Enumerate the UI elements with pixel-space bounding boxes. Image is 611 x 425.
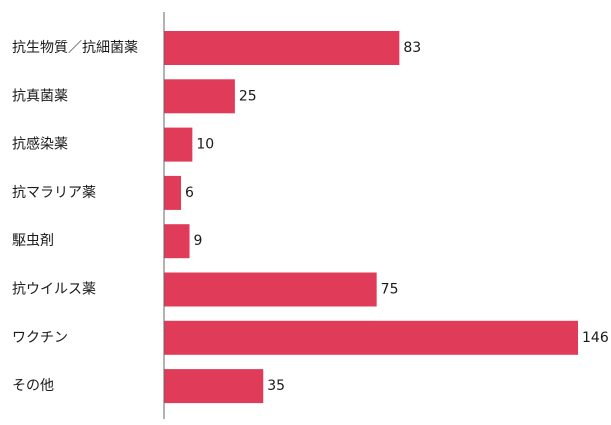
value-label-5: 9 [194, 233, 203, 249]
value-label-2: 25 [239, 88, 257, 104]
value-label-4: 6 [185, 185, 194, 201]
bar-7 [164, 320, 578, 355]
bar-4 [164, 175, 182, 210]
value-label-8: 35 [267, 378, 285, 394]
bar-8 [164, 369, 264, 404]
category-label-8: その他 [12, 378, 54, 394]
bar-5 [164, 224, 190, 259]
category-label-5: 駆虫剤 [12, 233, 54, 249]
value-label-1: 83 [403, 40, 421, 56]
bar-2 [164, 79, 235, 114]
value-label-6: 75 [381, 282, 399, 298]
category-label-7: ワクチン [12, 330, 68, 346]
bar-1 [164, 31, 400, 65]
bars-group [164, 31, 578, 404]
value-labels-group: 83 25 10 6 9 75 146 35 [185, 40, 609, 394]
value-label-3: 10 [196, 137, 214, 153]
category-label-3: 抗感染薬 [12, 136, 68, 153]
category-label-2: 抗真菌薬 [12, 88, 68, 104]
value-label-7: 146 [582, 330, 609, 346]
bar-6 [164, 272, 377, 307]
category-label-1: 抗生物質／抗細菌薬 [12, 40, 138, 56]
category-label-6: 抗ウイルス薬 [12, 282, 96, 298]
category-label-4: 抗マラリア薬 [12, 185, 96, 201]
bar-3 [164, 127, 193, 162]
